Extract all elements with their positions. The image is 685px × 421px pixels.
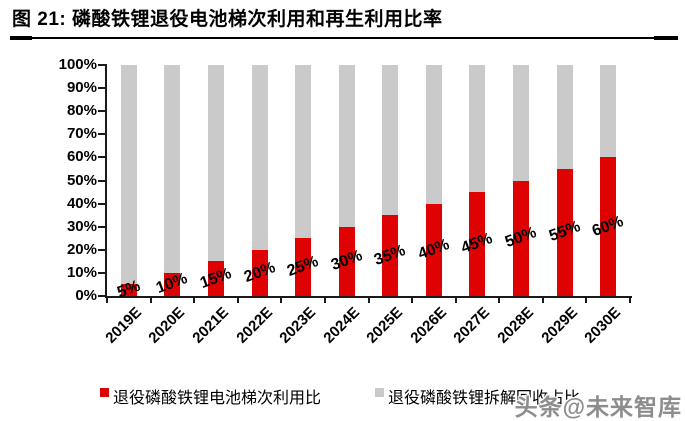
x-axis-label-2020E: 2020E	[145, 304, 189, 347]
y-axis-tick-label: 90%	[66, 79, 97, 97]
bar-segment-echelon-2019E	[120, 284, 137, 296]
x-axis-tick	[106, 298, 108, 303]
bar-segment-recycle-2026E	[425, 65, 442, 204]
data-label-2021E: 15%	[197, 264, 234, 292]
y-axis-tick	[98, 225, 106, 228]
data-label-2022E: 20%	[241, 258, 278, 286]
y-axis-tick	[98, 202, 106, 205]
data-label-2026E: 40%	[415, 235, 452, 263]
x-axis-tick	[411, 298, 414, 303]
x-axis-line	[105, 296, 632, 298]
bar-segment-echelon-2030E	[600, 157, 617, 296]
bar-segment-recycle-2025E	[382, 65, 399, 216]
y-axis-tick	[98, 110, 106, 113]
x-axis-tick	[629, 298, 631, 303]
chart-legend: 退役磷酸铁锂电池梯次利用比 退役磷酸铁锂拆解回收占比	[0, 382, 685, 407]
bar-segment-echelon-2027E	[469, 192, 486, 296]
bar-segment-echelon-2023E	[295, 238, 312, 296]
x-axis-label-2029E: 2029E	[537, 304, 581, 347]
data-label-2030E: 60%	[590, 212, 626, 240]
y-axis-tick	[98, 248, 106, 251]
bar-segment-recycle-2022E	[251, 65, 268, 250]
x-axis-label-2021E: 2021E	[189, 304, 232, 347]
bar-segment-recycle-2030E	[600, 65, 617, 158]
x-axis-label-2022E: 2022E	[232, 304, 276, 347]
bar-segment-echelon-2029E	[556, 168, 573, 296]
bar-segment-recycle-2019E	[120, 65, 137, 285]
bar-segment-echelon-2028E	[513, 180, 530, 296]
x-axis-tick	[498, 298, 501, 303]
figure-title: 图 21: 磷酸铁锂退役电池梯次利用和再生利用比率	[12, 9, 443, 30]
header-rule	[10, 36, 678, 40]
data-label-2025E: 35%	[372, 241, 409, 269]
x-axis-tick	[454, 298, 457, 303]
bar-segment-echelon-2025E	[382, 215, 399, 296]
x-axis-label-2023E: 2023E	[276, 304, 320, 347]
legend-label-1: 退役磷酸铁锂电池梯次利用比	[113, 390, 322, 407]
y-axis-tick-label: 80%	[66, 102, 97, 120]
x-axis-tick	[280, 298, 283, 303]
x-axis-tick	[149, 298, 152, 303]
bar-segment-recycle-2029E	[556, 65, 573, 169]
x-axis-tick	[236, 298, 239, 303]
y-axis-tick	[98, 295, 106, 297]
y-axis-tick-label: 100%	[58, 56, 97, 73]
x-axis-tick	[585, 298, 588, 303]
x-axis-label-2027E: 2027E	[450, 304, 494, 347]
bar-segment-echelon-2026E	[425, 203, 442, 296]
y-axis-tick-label: 50%	[66, 171, 97, 189]
bar-segment-recycle-2028E	[513, 65, 530, 181]
y-axis-tick	[98, 64, 106, 66]
watermark-text: 头条@未来智库	[514, 394, 682, 420]
y-axis-tick	[98, 179, 106, 182]
x-axis-label-2019E: 2019E	[102, 304, 145, 347]
y-axis-tick	[98, 87, 106, 90]
bar-segment-echelon-2021E	[207, 261, 224, 296]
y-axis-tick-label: 40%	[66, 194, 97, 212]
x-axis-tick	[541, 298, 544, 303]
bar-segment-recycle-2021E	[207, 65, 224, 262]
y-axis-tick	[98, 133, 106, 136]
bar-segment-recycle-2024E	[338, 65, 355, 227]
x-axis-label-2028E: 2028E	[494, 304, 538, 347]
bar-segment-recycle-2023E	[295, 65, 312, 239]
legend-label-2: 退役磷酸铁锂拆解回收占比	[388, 390, 581, 407]
y-axis-tick-label: 30%	[66, 217, 97, 235]
x-axis-label-2024E: 2024E	[320, 304, 363, 347]
x-axis-label-2026E: 2026E	[407, 304, 450, 347]
bar-segment-echelon-2020E	[164, 272, 181, 296]
legend-swatch-1	[100, 388, 109, 397]
x-axis-label-2025E: 2025E	[363, 304, 407, 347]
y-axis-line	[105, 64, 107, 298]
bar-segment-echelon-2024E	[338, 226, 355, 296]
y-axis-tick-label: 20%	[66, 240, 97, 258]
bar-segment-echelon-2022E	[251, 249, 268, 296]
y-axis-tick-label: 0%	[75, 287, 97, 304]
y-axis-tick-label: 10%	[66, 263, 97, 281]
legend-swatch-2	[375, 388, 384, 397]
y-axis-tick-label: 60%	[66, 148, 97, 166]
y-axis-tick	[98, 156, 106, 159]
y-axis-tick-label: 70%	[66, 125, 97, 143]
x-axis-label-2030E: 2030E	[581, 304, 625, 347]
bar-segment-recycle-2027E	[469, 65, 486, 193]
bar-segment-recycle-2020E	[164, 65, 181, 273]
x-axis-tick	[193, 298, 196, 303]
x-axis-tick	[323, 298, 326, 303]
data-label-2019E: 5%	[114, 277, 143, 302]
y-axis-tick	[98, 271, 106, 274]
x-axis-tick	[367, 298, 370, 303]
